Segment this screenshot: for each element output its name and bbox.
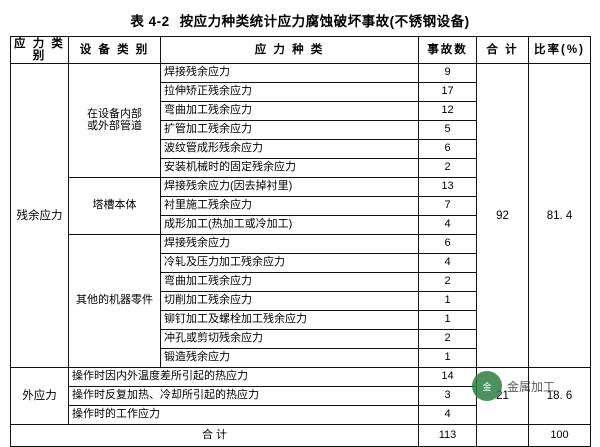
stress-kind: 焊接残余应力: [160, 234, 419, 255]
stress-kind: 铆钉加工及螺栓加工残余应力: [160, 310, 419, 331]
header-subtotal: 合 计: [476, 35, 529, 65]
stress-kind: 弯曲加工残余应力: [160, 101, 419, 122]
table-row: 冲孔或剪切残余应力 2: [11, 329, 591, 350]
accident-count: 2: [418, 272, 477, 293]
stress-kind: 扩管加工残余应力: [160, 120, 419, 141]
table-row: 操作时反复加热、冷却所引起的热应力 3: [11, 386, 591, 407]
rate-external: 18. 6: [528, 367, 591, 426]
table-row: 铆钉加工及螺栓加工残余应力 1: [11, 310, 591, 331]
subtotal-external: 21: [476, 367, 529, 426]
table-header: 应 力 类 别 设 备 类 别 应 力 种 类 事故数 合 计 比率(%): [10, 35, 591, 65]
stress-kind: 波纹管成形残余应力: [160, 139, 419, 160]
table-title: 按应力种类统计应力腐蚀破坏事故(不锈钢设备): [179, 14, 470, 29]
table-row: 弯曲加工残余应力 12: [11, 101, 591, 122]
footer-subtotal: [476, 424, 529, 447]
accident-count: 12: [418, 101, 477, 122]
accident-count: 3: [418, 386, 477, 407]
stress-kind: 操作时反复加热、冷却所引起的热应力: [68, 386, 419, 407]
accident-count: 1: [418, 291, 477, 312]
equipment-line-2: 或外部管道: [87, 119, 142, 132]
stress-kind: 安装机械时的固定残余应力: [160, 158, 419, 179]
table-row: 波纹管成形残余应力 6: [11, 139, 591, 160]
equipment-internal-piping: 在设备内部 或外部管道: [68, 63, 161, 179]
stress-kind: 操作时的工作应力: [68, 405, 419, 426]
accident-count: 13: [418, 177, 477, 198]
accident-count: 4: [418, 405, 477, 426]
stress-category-external: 外应力: [10, 367, 69, 426]
stress-kind: 焊接残余应力: [160, 63, 419, 84]
accident-count: 5: [418, 120, 477, 141]
subtotal-residual: 92: [476, 63, 529, 369]
document-page: 表 4-2 按应力种类统计应力腐蚀破坏事故(不锈钢设备) 应 力 类 别 设 备 …: [10, 8, 591, 447]
header-rate: 比率(%): [528, 35, 591, 65]
rate-residual: 81. 4: [528, 63, 591, 369]
stress-kind: 成形加工(热加工或冷加工): [160, 215, 419, 236]
accident-count: 9: [418, 63, 477, 84]
header-equipment-category: 设 备 类 别: [68, 35, 161, 65]
equipment-other-parts: 其他的机器零件: [68, 234, 161, 369]
header-row: 应 力 类 别 设 备 类 别 应 力 种 类 事故数 合 计 比率(%): [10, 35, 591, 65]
header-stress-kind: 应 力 种 类: [160, 35, 419, 65]
accident-count: 17: [418, 82, 477, 103]
stress-kind: 操作时因内外温度差所引起的热应力: [68, 367, 419, 388]
table-row: 外应力 操作时因内外温度差所引起的热应力 14 21 18. 6: [10, 367, 591, 426]
table-row: 操作时的工作应力 4: [11, 405, 591, 426]
stress-kind: 拉伸矫正残余应力: [160, 82, 419, 103]
stress-corrosion-table: 应 力 类 别 设 备 类 别 应 力 种 类 事故数 合 计 比率(%) 残余…: [10, 35, 591, 447]
footer-count: 113: [418, 424, 477, 447]
accident-count: 6: [418, 139, 477, 160]
table-footer-row: 合 计 113 100: [10, 424, 591, 447]
stress-kind: 冲孔或剪切残余应力: [160, 329, 419, 350]
accident-count: 2: [418, 158, 477, 179]
accident-count: 1: [418, 310, 477, 331]
table-row: 残余应力 在设备内部 或外部管道 焊接残余应力 9 92 81. 4: [10, 63, 591, 369]
accident-count: 6: [418, 234, 477, 255]
header-stress-category: 应 力 类 别: [10, 35, 69, 65]
accident-count: 4: [418, 215, 477, 236]
header-accident-count: 事故数: [418, 35, 477, 65]
stress-kind: 弯曲加工残余应力: [160, 272, 419, 293]
table-caption: 表 4-2 按应力种类统计应力腐蚀破坏事故(不锈钢设备): [10, 8, 590, 36]
table-number: 表 4-2: [130, 14, 170, 29]
accident-count: 4: [418, 253, 477, 274]
footer-rate: 100: [528, 424, 591, 447]
equipment-tower-tank-body: 塔槽本体: [68, 177, 161, 236]
stress-kind: 衬里施工残余应力: [160, 196, 419, 217]
accident-count: 14: [418, 367, 477, 388]
stress-kind: 切削加工残余应力: [160, 291, 419, 312]
footer-label: 合 计: [10, 424, 419, 447]
table-body: 残余应力 在设备内部 或外部管道 焊接残余应力 9 92 81. 4 拉伸矫正残…: [10, 63, 591, 447]
stress-kind: 锻造残余应力: [160, 348, 419, 369]
table-row: 安装机械时的固定残余应力 2: [11, 158, 591, 179]
stress-kind: 冷轧及压力加工残余应力: [160, 253, 419, 274]
stress-category-residual: 残余应力: [10, 63, 69, 369]
table-row: 其他的机器零件 焊接残余应力 6: [11, 234, 591, 369]
table-row: 衬里施工残余应力 7: [11, 196, 591, 217]
stress-kind: 焊接残余应力(因去掉衬里): [160, 177, 419, 198]
equipment-line-1: 在设备内部: [87, 108, 142, 121]
accident-count: 7: [418, 196, 477, 217]
accident-count: 2: [418, 329, 477, 350]
table-row: 锻造残余应力 1: [11, 348, 591, 369]
accident-count: 1: [418, 348, 477, 369]
